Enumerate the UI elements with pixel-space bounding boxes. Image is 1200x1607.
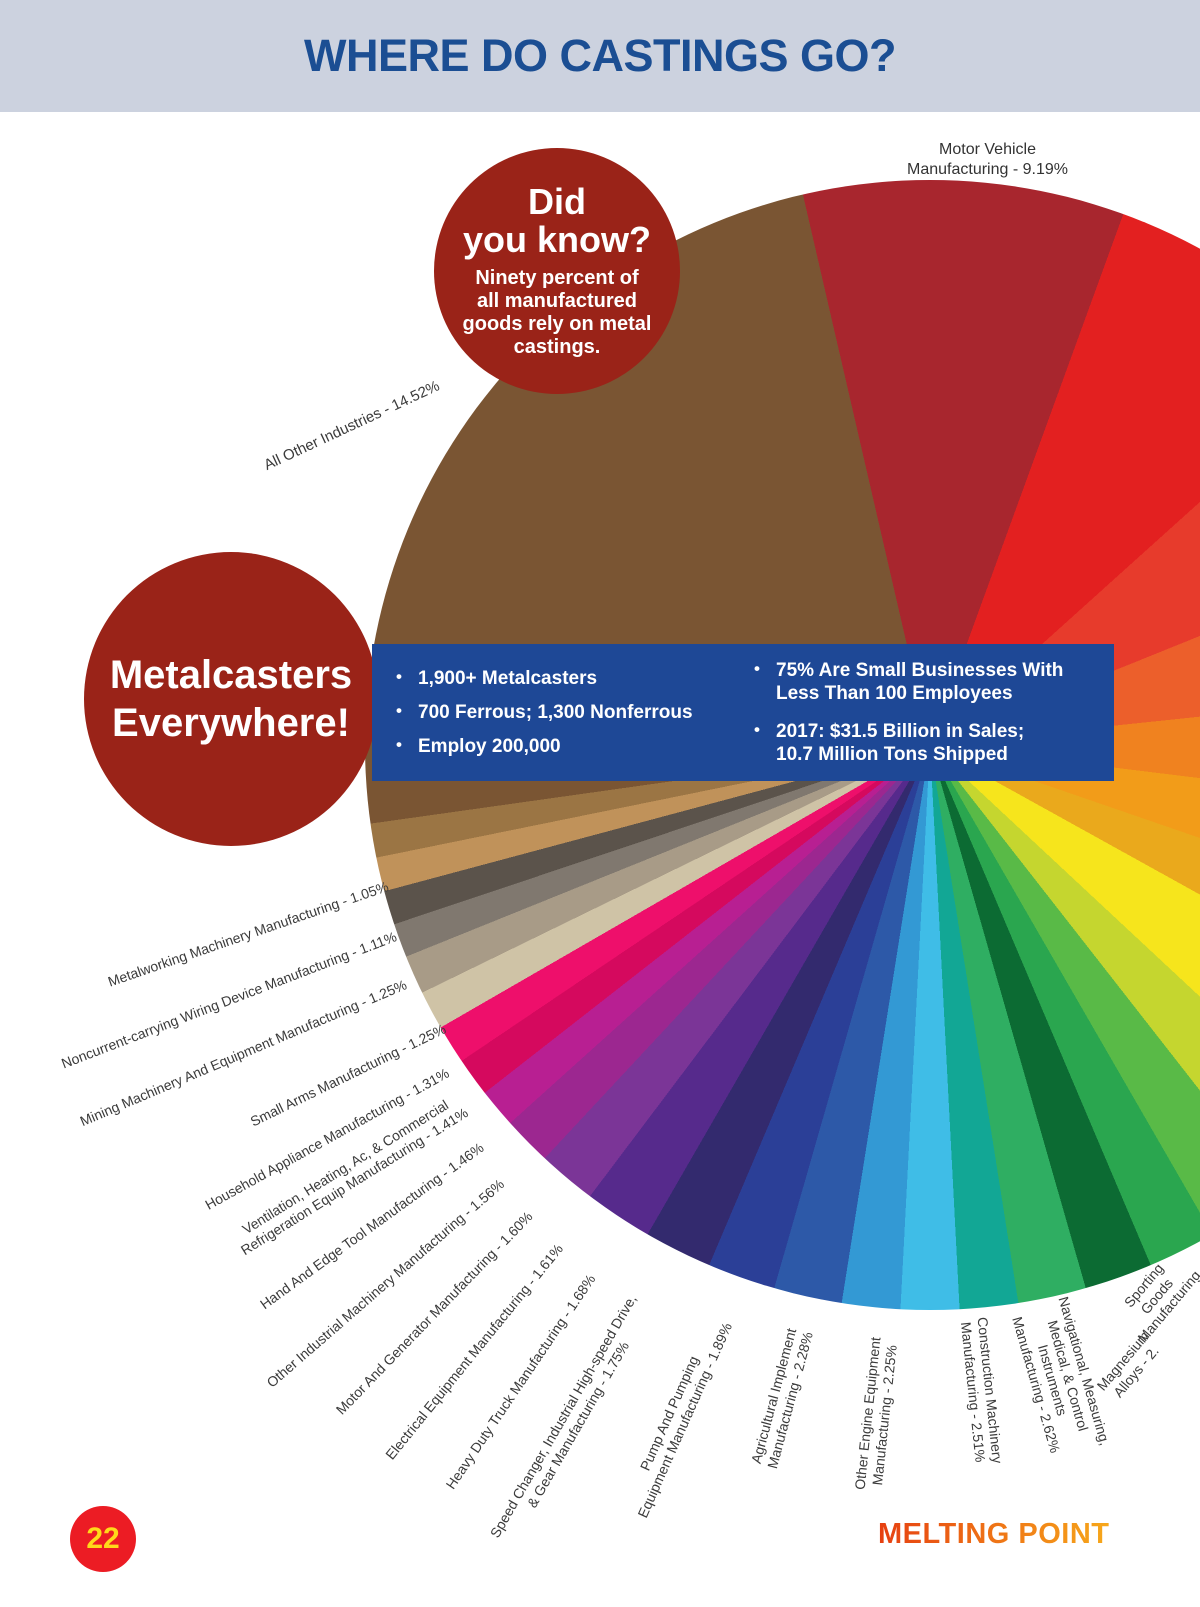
pie-label-agricultural: Agricultural Implement Manufacturing - 2… [747,1326,816,1471]
page-title: WHERE DO CASTINGS GO? [303,30,897,81]
bullet-icon: • [396,735,402,755]
bullet-icon: • [396,700,402,720]
pie-label-pump: Pump And Pumping Equipment Manufacturing… [633,1320,735,1520]
pie-label-motor-vehicle: Motor Vehicle Manufacturing - 9.19% [907,141,1068,178]
metalcasters-title: Metalcasters Everywhere! [109,653,353,745]
brand-logo-text: MELTING POINT [878,1518,1110,1550]
stat-text: 2017: $31.5 Billion in Sales; 10.7 Milli… [776,720,1025,765]
stat-item: • 2017: $31.5 Billion in Sales; 10.7 Mil… [754,720,1104,766]
stats-box: • 1,900+ Metalcasters • 700 Ferrous; 1,3… [372,644,1114,781]
stat-text: 1,900+ Metalcasters [418,667,598,689]
did-you-know-title: Did you know? [463,181,651,260]
pie-label-construction: Construction Machinery Manufacturing - 2… [958,1316,1006,1465]
bullet-icon: • [754,659,760,679]
stat-item: • 75% Are Small Businesses With Less Tha… [754,659,1104,705]
stat-text: 700 Ferrous; 1,300 Nonferrous [418,701,693,723]
pie-label-metalworking: Metalworking Machinery Manufacturing - 1… [105,878,391,990]
metalcasters-circle: Metalcasters Everywhere! [84,552,378,846]
page-number-badge: 22 [70,1506,136,1572]
header-banner: WHERE DO CASTINGS GO? [0,0,1200,112]
pie-label-other-engine: Other Engine Equipment Manufacturing - 2… [851,1336,900,1491]
stat-text: Employ 200,000 [418,736,561,758]
stat-item: • 700 Ferrous; 1,300 Nonferrous [396,701,752,724]
stat-text: 75% Are Small Businesses With Less Than … [776,660,1064,705]
bullet-icon: • [754,719,760,739]
stats-right-column: • 75% Are Small Businesses With Less Tha… [752,644,1114,781]
did-you-know-circle: Did you know? Ninety percent of all manu… [434,148,680,394]
stats-left-column: • 1,900+ Metalcasters • 700 Ferrous; 1,3… [372,644,752,781]
pie-label-all-other: All Other Industries - 14.52% [261,377,443,474]
did-you-know-body: Ninety percent of all manufactured goods… [462,266,652,358]
page-number: 22 [86,1522,120,1555]
bullet-icon: • [396,666,402,686]
stat-item: • 1,900+ Metalcasters [396,667,752,690]
stat-item: • Employ 200,000 [396,735,752,758]
